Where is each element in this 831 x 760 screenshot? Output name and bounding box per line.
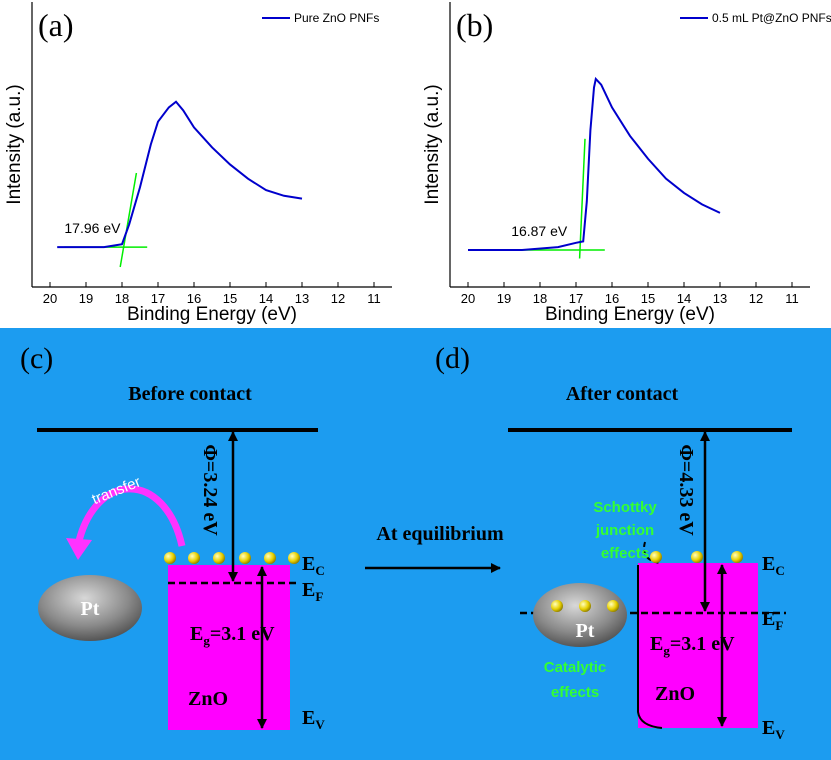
x-tick-label: 18 xyxy=(533,291,547,306)
zno-label: ZnO xyxy=(188,688,228,710)
band-gap: Eg=3.1 eV xyxy=(650,633,735,658)
x-axis-label: Binding Energy (eV) xyxy=(545,304,715,325)
panel-label: (b) xyxy=(456,7,493,43)
electrons xyxy=(164,552,300,564)
transfer-arrow xyxy=(74,485,186,547)
x-tick-label: 12 xyxy=(749,291,763,306)
x-tick-label: 19 xyxy=(79,291,93,306)
x-tick-label: 14 xyxy=(677,291,691,306)
x-tick-label: 20 xyxy=(461,291,475,306)
charts: 20 19 18 17 16 15 14 13 12 11 Binding Energy (eV) I… xyxy=(4,2,831,325)
effect-label: Schottky xyxy=(593,499,657,516)
ev-label: EV xyxy=(302,707,325,732)
y-axis-label: Intensity (a.u.) xyxy=(422,84,443,204)
x-tick-label: 15 xyxy=(223,291,237,306)
pt-particle xyxy=(533,583,627,647)
panel-label: (d) xyxy=(435,342,470,375)
heading: After contact xyxy=(566,383,679,405)
transfer-arrow-head xyxy=(66,538,92,560)
work-function: Φ=4.33 eV xyxy=(675,444,697,536)
x-tick-label: 20 xyxy=(43,291,57,306)
data-line xyxy=(57,100,303,249)
fit-line xyxy=(578,138,586,259)
x-axis-label: Binding Energy (eV) xyxy=(127,304,297,325)
y-axis-label: Intensity (a.u.) xyxy=(4,84,25,204)
data-line xyxy=(468,76,721,251)
panel-label: (c) xyxy=(20,342,53,375)
zno-label: ZnO xyxy=(655,683,695,705)
ef-label: EF xyxy=(762,608,783,633)
work-function: Φ=3.24 eV xyxy=(199,444,221,536)
annotation: 16.87 eV xyxy=(511,223,568,239)
annotation: 17.96 eV xyxy=(64,220,121,236)
effect-label: effects xyxy=(551,684,599,701)
pt-label: Pt xyxy=(576,620,595,642)
pt-particle xyxy=(38,575,142,641)
x-tick-label: 11 xyxy=(367,291,381,306)
x-tick-label: 13 xyxy=(295,291,309,306)
effect-label: effects xyxy=(601,545,649,562)
zno-band xyxy=(638,563,758,728)
x-tick-label: 13 xyxy=(713,291,727,306)
band-diagram: (c) (d) Before contact After contact Φ=3… xyxy=(0,328,831,760)
legend-label: Pure ZnO PNFs xyxy=(294,11,379,25)
heading: Before contact xyxy=(128,383,252,405)
panel-label: (a) xyxy=(38,7,74,43)
x-tick-label: 18 xyxy=(115,291,129,306)
ec-label: EC xyxy=(302,553,325,578)
ev-label: EV xyxy=(762,717,785,742)
x-tick-label: 14 xyxy=(259,291,273,306)
electrons xyxy=(551,600,619,612)
band-gap: Eg=3.1 eV xyxy=(190,623,275,648)
x-tick-label: 17 xyxy=(151,291,165,306)
x-tick-label: 15 xyxy=(641,291,655,306)
x-tick-label: 12 xyxy=(331,291,345,306)
x-tick-label: 17 xyxy=(569,291,583,306)
ef-label: EF xyxy=(302,579,323,604)
ec-label: EC xyxy=(762,553,785,578)
effect-label: junction xyxy=(595,522,654,539)
legend-label: 0.5 mL Pt@ZnO PNFs xyxy=(712,11,831,25)
band-bending xyxy=(637,565,663,729)
equilibrium-label: At equilibrium xyxy=(376,523,504,545)
x-tick-label: 16 xyxy=(605,291,619,306)
x-tick-label: 16 xyxy=(187,291,201,306)
fit-line xyxy=(119,172,138,268)
zno-band xyxy=(168,565,290,730)
x-tick-label: 19 xyxy=(497,291,511,306)
x-tick-label: 11 xyxy=(785,291,799,306)
effect-label: Catalytic xyxy=(544,659,607,676)
pt-label: Pt xyxy=(81,598,100,620)
